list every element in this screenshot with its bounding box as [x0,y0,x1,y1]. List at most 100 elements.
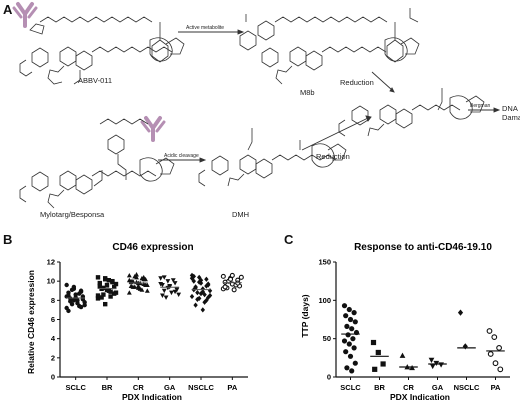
data-point-br [95,275,101,280]
data-point-cr [126,290,132,295]
chart-b-ylabel: Relative CD46 expression [26,270,36,374]
x-tick-label-br: BR [374,383,385,392]
x-tick-label-ga: GA [432,383,444,392]
data-point-nsclc [200,307,205,313]
chart-b-title: CD46 expression [112,242,193,253]
data-point-ga [160,293,165,298]
x-tick-label-pa: PA [491,383,501,392]
data-point-br [372,366,378,372]
dna-damage-label-line2: Damage [502,113,520,122]
data-point-sclc [350,336,356,342]
data-point-br [112,291,117,296]
x-tick-label-sclc: SCLC [340,383,361,392]
data-point-sclc [75,301,80,306]
data-point-ga [174,287,180,293]
data-point-ga [176,292,182,298]
chart-c-ylabel: TTP (days) [300,294,310,337]
data-point-ga [429,363,436,370]
data-point-nsclc [195,290,200,296]
data-point-nsclc [204,276,209,282]
data-point-pa [492,360,499,367]
data-point-ga [170,278,176,283]
data-point-ga [428,357,435,363]
data-point-cr [128,283,134,288]
bergman-arrow-label: Bergman [470,103,491,109]
data-point-br [103,276,108,281]
data-point-br [110,279,115,285]
data-point-pa [491,334,498,341]
data-point-br [106,278,111,283]
data-point-cr [132,284,138,289]
panel-a-letter: A [3,2,13,17]
data-point-pa [496,344,502,351]
data-point-ga [438,362,444,368]
chemical-structures [19,8,485,209]
data-point-sclc [345,332,351,338]
data-point-cr [135,283,141,288]
data-point-nsclc [198,280,204,286]
data-point-cr [141,281,147,287]
mylotarg-label: Mylotarg/Besponsa [40,210,105,219]
data-point-br [380,361,386,367]
data-point-br [101,292,106,297]
data-point-nsclc [462,343,468,350]
data-point-pa [487,351,494,357]
antibody-icon-lower [140,116,166,142]
x-tick-label-nsclc: NSCLC [454,383,480,392]
data-point-br [375,349,381,356]
m8b-label: M8b [300,88,315,97]
data-point-pa [497,366,504,373]
data-point-cr [134,272,139,277]
y-tick-label: 0 [51,373,55,382]
data-point-ga [161,275,167,280]
y-tick-label: 100 [318,296,331,305]
data-point-nsclc [206,294,211,301]
data-point-br [370,339,377,346]
y-tick-label: 6 [51,315,55,324]
data-point-sclc [347,353,354,359]
data-point-sclc [349,368,355,374]
data-point-sclc [349,326,355,332]
y-tick-label: 10 [47,277,55,286]
data-point-ga [158,282,164,287]
data-point-sclc [78,304,84,310]
data-point-sclc [64,282,69,288]
data-point-sclc [344,323,350,329]
antibody-icon [12,2,38,28]
reduction-top-label: Reduction [340,78,374,87]
data-point-br [113,281,119,287]
data-point-cr [144,288,150,293]
data-point-cr [144,282,150,287]
abbv-011-label: ABBV-011 [78,76,113,85]
x-tick-label-pa: PA [227,383,237,392]
data-point-pa [231,287,237,293]
y-tick-label: 8 [51,296,55,305]
y-tick-label: 50 [323,334,331,343]
data-point-br [108,294,113,299]
data-point-ga [165,279,171,284]
x-tick-label-ga: GA [164,383,176,392]
x-tick-label-br: BR [102,383,113,392]
data-point-br [95,296,101,301]
x-tick-label-cr: CR [133,383,144,392]
data-point-ga [172,281,178,286]
data-point-nsclc [189,272,195,279]
data-point-nsclc [457,309,464,316]
data-point-ga [167,283,173,289]
chart-b-xlabel: PDX Indication [122,392,182,402]
active-metabolite-arrow-label: Active metabolite [186,25,225,31]
x-tick-label-sclc: SCLC [65,383,86,392]
data-point-nsclc [198,290,204,297]
data-point-sclc [341,338,348,344]
data-point-cr [126,272,132,278]
data-point-nsclc [207,292,213,299]
dna-damage-label-line1: DNA [502,104,518,113]
data-point-sclc [344,365,350,371]
data-point-sclc [82,302,87,308]
data-point-sclc [66,308,71,314]
data-point-nsclc [207,288,213,294]
y-tick-label: 12 [47,258,55,267]
dmh-label: DMH [232,210,250,219]
data-point-nsclc [195,296,200,303]
